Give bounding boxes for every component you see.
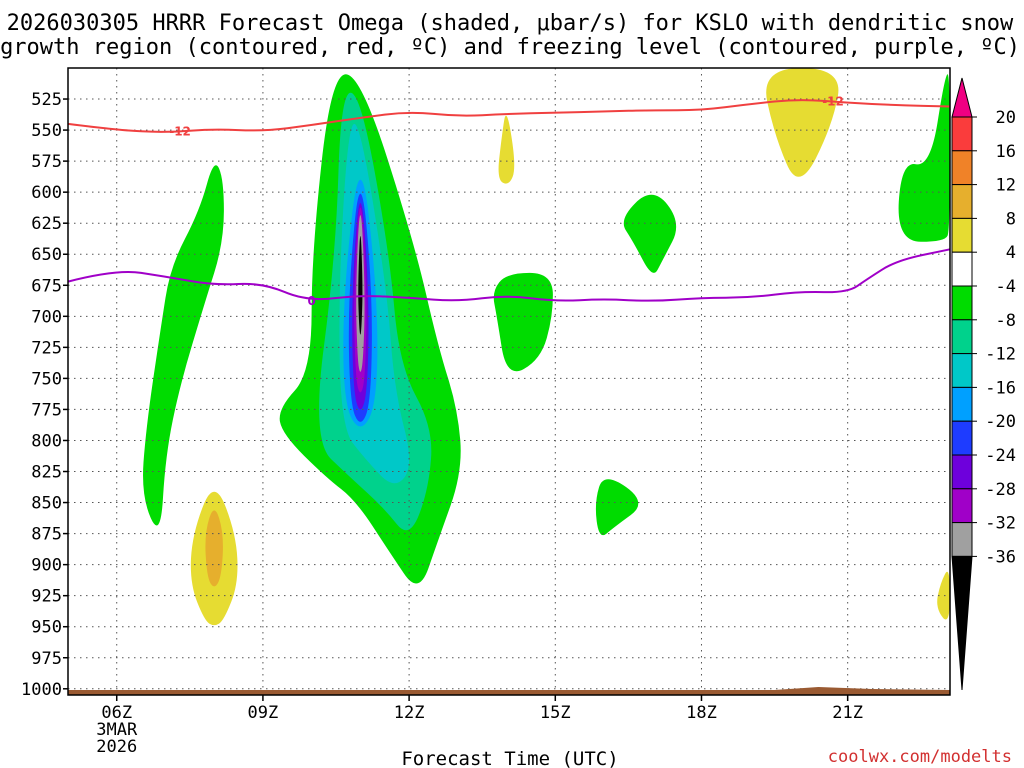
y-tick-label-850: 850 xyxy=(31,494,62,514)
omega-region-18 xyxy=(243,68,285,258)
colorbar-swatch-8 xyxy=(951,386,973,422)
y-tick-label-550: 550 xyxy=(31,121,62,141)
colorbar-swatch-5 xyxy=(951,285,973,321)
omega-region-13 xyxy=(898,74,950,242)
colorbar-swatch-0 xyxy=(951,116,973,152)
omega-region-19 xyxy=(420,68,434,112)
colorbar-swatch-12 xyxy=(951,522,973,557)
colorbar-swatch-6 xyxy=(951,319,973,355)
omega-region-22 xyxy=(502,473,522,487)
omega-region-10 xyxy=(493,272,553,372)
omega-region-21 xyxy=(498,115,515,184)
colorbar-label-0: 20 xyxy=(996,108,1016,128)
x-axis-title: Forecast Time (UTC) xyxy=(401,748,618,768)
dgz-minus12-label-0: -12 xyxy=(169,124,191,138)
colorbar: 20 16 12 8 4 -4 -8 -12 -16 -20 -24 -28 -32 -36 xyxy=(951,77,1016,691)
omega-region-12 xyxy=(595,479,639,536)
y-tick-label-750: 750 xyxy=(31,369,62,389)
x-tick-year: 2026 xyxy=(96,737,137,757)
colorbar-label-6: -8 xyxy=(996,311,1016,331)
y-tick-label-975: 975 xyxy=(31,649,62,669)
colorbar-label-1: 16 xyxy=(996,142,1016,162)
colorbar-swatch-2 xyxy=(951,184,973,219)
contour-layer: -12 -12 0 xyxy=(67,95,951,308)
y-tick-label-625: 625 xyxy=(31,214,62,234)
x-tick-label-06Z: 06Z xyxy=(101,703,132,723)
omega-region-26 xyxy=(937,571,950,620)
colorbar-label-8: -16 xyxy=(985,378,1016,398)
omega-region-24 xyxy=(766,68,839,177)
chart-title-line2: growth region (contoured, red, ºC) and f… xyxy=(0,35,1020,60)
omega-polygons xyxy=(143,68,950,655)
colorbar-label-9: -20 xyxy=(985,412,1016,432)
colorbar-bottom-arrow xyxy=(951,555,973,691)
y-tick-label-700: 700 xyxy=(31,307,62,327)
omega-region-8 xyxy=(358,235,363,335)
colorbar-label-4: 4 xyxy=(1006,243,1016,263)
colorbar-swatch-7 xyxy=(951,353,973,388)
y-tick-label-525: 525 xyxy=(31,90,62,110)
colorbar-swatch-4 xyxy=(951,251,973,287)
x-tick-label-21Z: 21Z xyxy=(832,703,863,723)
chart-title-line1: 2026030305 HRRR Forecast Omega (shaded, … xyxy=(7,11,1014,36)
omega-region-16 xyxy=(205,510,223,587)
x-tick-label-09Z: 09Z xyxy=(248,703,279,723)
colorbar-top-arrow xyxy=(951,77,973,118)
y-tick-label-900: 900 xyxy=(31,556,62,576)
y-tick-label-800: 800 xyxy=(31,431,62,451)
y-tick-label-825: 825 xyxy=(31,463,62,483)
x-tick-label-12Z: 12Z xyxy=(394,703,425,723)
freezing-level-line xyxy=(67,248,951,302)
dgz-minus12-label-1: -12 xyxy=(822,95,844,109)
colorbar-label-13: -36 xyxy=(985,547,1016,567)
y-tick-label-775: 775 xyxy=(31,400,62,420)
omega-region-9 xyxy=(143,165,224,526)
y-tick-label-875: 875 xyxy=(31,525,62,545)
colorbar-label-2: 12 xyxy=(996,176,1016,196)
y-tick-label-725: 725 xyxy=(31,338,62,358)
colorbar-swatch-1 xyxy=(951,150,973,186)
terrain-layer xyxy=(68,687,950,695)
colorbar-swatch-11 xyxy=(951,488,973,524)
dgz-minus12-line xyxy=(67,99,951,133)
y-tick-label-950: 950 xyxy=(31,618,62,638)
colorbar-swatch-10 xyxy=(951,454,973,490)
x-tick-label-18Z: 18Z xyxy=(686,703,717,723)
grid-layer xyxy=(68,68,950,695)
colorbar-label-3: 8 xyxy=(1006,209,1016,229)
freezing-level-label-0: 0 xyxy=(307,294,315,308)
omega-region-11 xyxy=(623,194,677,273)
y-tick-label-600: 600 xyxy=(31,183,62,203)
colorbar-swatch-3 xyxy=(951,217,973,253)
y-tick-label-675: 675 xyxy=(31,276,62,296)
colorbar-swatch-9 xyxy=(951,420,973,456)
x-tick-label-15Z: 15Z xyxy=(540,703,571,723)
y-tick-label-1000: 1000 xyxy=(21,680,62,700)
omega-shading-layer xyxy=(143,68,950,655)
x-tick-date: 3MAR xyxy=(96,720,138,740)
colorbar-label-11: -28 xyxy=(985,480,1016,500)
colorbar-label-5: -4 xyxy=(996,277,1016,297)
colorbar-label-10: -24 xyxy=(985,446,1016,466)
y-tick-label-650: 650 xyxy=(31,245,62,265)
y-tick-label-575: 575 xyxy=(31,152,62,172)
omega-region-25 xyxy=(898,537,950,655)
y-tick-label-925: 925 xyxy=(31,587,62,607)
plot-frame xyxy=(67,67,951,696)
terrain-fill xyxy=(68,687,950,695)
credit-text: coolwx.com/modelts xyxy=(828,747,1012,767)
y-axis: 525 550 575 600 625 650 675 700 725 750 775 800 825 8… xyxy=(21,90,68,700)
colorbar-label-7: -12 xyxy=(985,345,1016,365)
colorbar-label-12: -32 xyxy=(985,514,1016,534)
